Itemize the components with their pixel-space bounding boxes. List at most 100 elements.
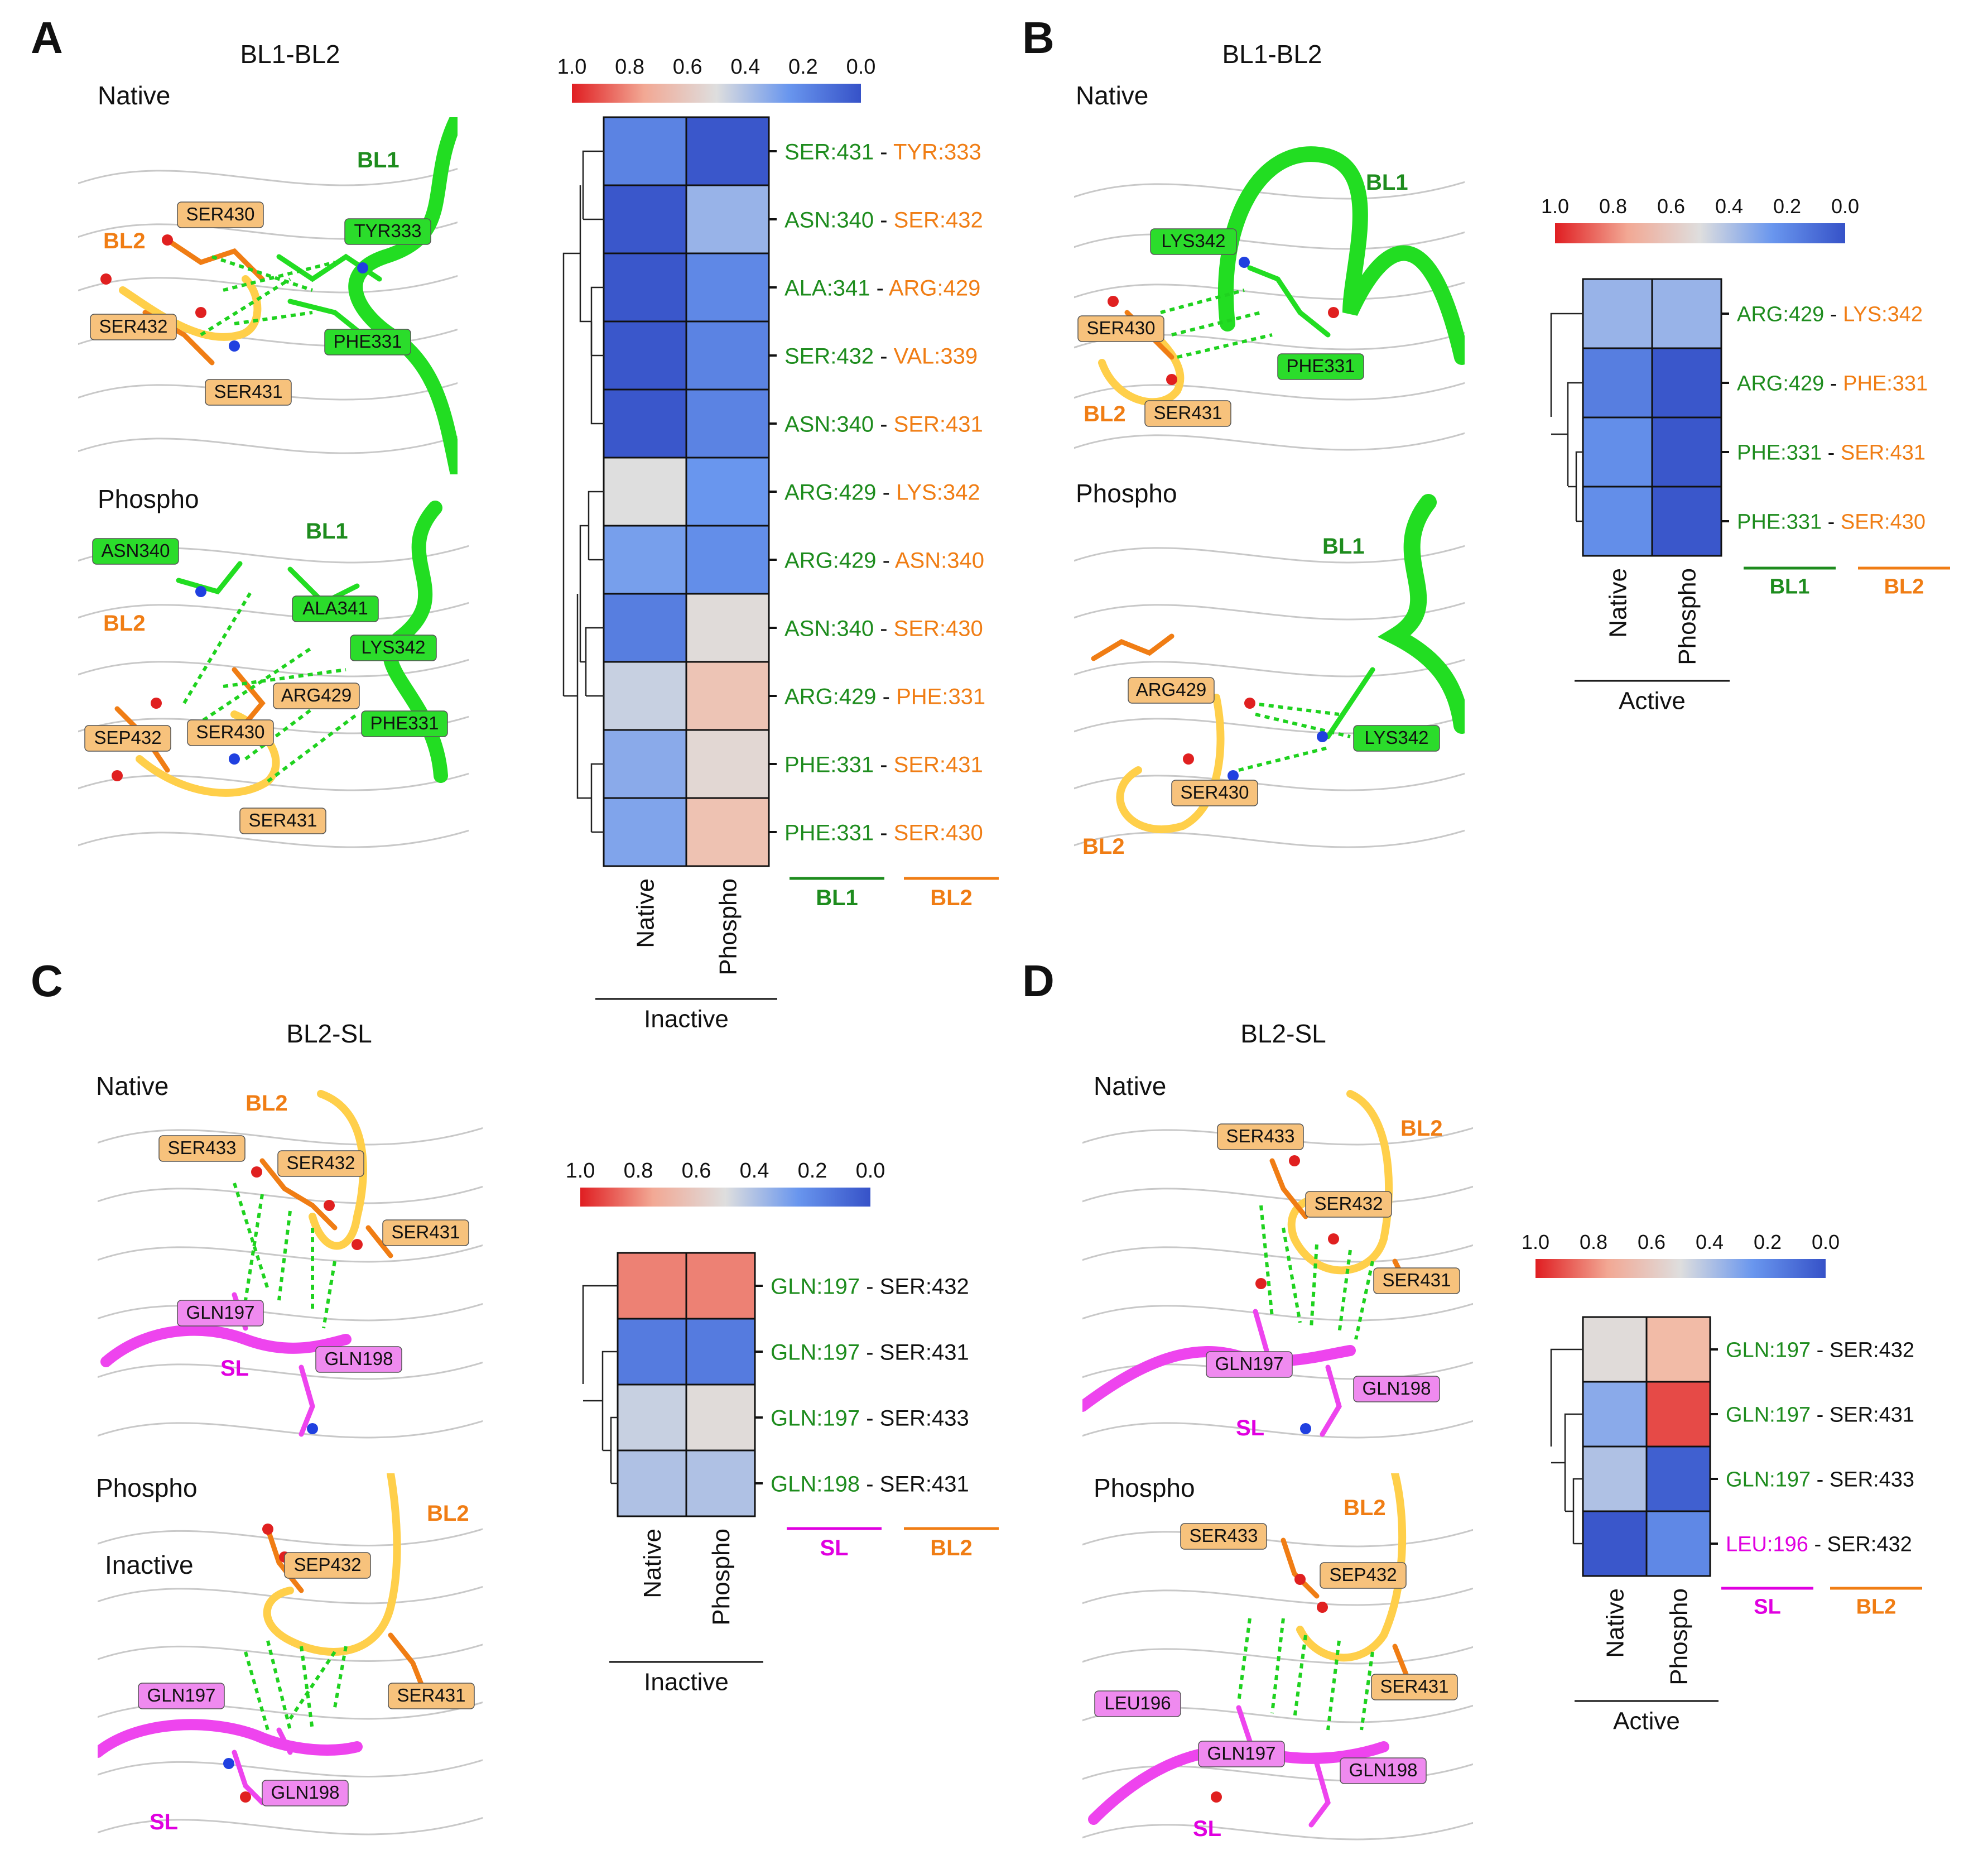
row-label-right: SER:432 — [1827, 1533, 1912, 1556]
row-label-right: SER:432 — [880, 1274, 969, 1299]
loop-label: BL2 — [103, 229, 146, 253]
state-label: Phospho — [98, 484, 199, 513]
dendrogram-branch — [576, 594, 591, 799]
residue-label-box — [1373, 1267, 1460, 1294]
residue-label: SER430 — [1181, 782, 1249, 803]
row-label-sep: - — [1824, 372, 1843, 396]
hbond-dashes — [1337, 1250, 1352, 1334]
dendrogram-branch — [590, 286, 604, 355]
hbond-dashes — [182, 590, 253, 704]
residue-label: SER433 — [168, 1137, 237, 1158]
dendrogram — [582, 1285, 618, 1484]
atom — [112, 770, 123, 781]
residue-label-box — [324, 329, 411, 355]
residue-label: SEP432 — [293, 1554, 361, 1575]
heatmap-cell — [603, 116, 687, 186]
row-label: GLN:197 - SER:431 — [771, 1340, 969, 1364]
atom — [1228, 770, 1239, 781]
residue-label: SER432 — [99, 316, 168, 337]
residue-stick — [1091, 633, 1174, 661]
row-label-sep: - — [860, 1340, 880, 1364]
structure-inset: BL2 SL SER433 SER432 SER431 GLN197 GLN198 — [98, 1090, 483, 1439]
colorbar-tick-label: 0.8 — [624, 1159, 653, 1183]
heatmap-cell — [1582, 1445, 1648, 1512]
row-label: ASN:340 - SER:430 — [784, 616, 983, 641]
residue-label: ARG429 — [281, 685, 352, 705]
backbone-ribbon — [78, 167, 458, 186]
backbone-ribbon — [78, 829, 469, 848]
residue-label-box — [292, 595, 379, 622]
loop-label: BL2 — [1082, 834, 1125, 859]
residue-label: GLN197 — [147, 1685, 216, 1705]
heatmap-cell — [617, 1449, 687, 1517]
hbond-dashes — [211, 255, 313, 292]
row-label-left: GLN:198 — [771, 1472, 860, 1496]
row-label-left: ARG:429 — [784, 480, 877, 504]
row-label-left: GLN:197 — [1726, 1339, 1811, 1362]
row-label: LEU:196 - SER:432 — [1726, 1533, 1912, 1556]
row-label-left: GLN:197 — [1726, 1404, 1811, 1427]
inset-content — [1082, 1473, 1473, 1841]
heatmap-cell — [1651, 347, 1722, 419]
residue-label-box — [138, 1683, 225, 1709]
panel-letter: A — [31, 13, 63, 63]
row-label-sep: - — [1811, 1468, 1830, 1492]
row-label-right: SER:433 — [1830, 1468, 1914, 1492]
heatmap-cell — [685, 1252, 756, 1320]
dendrogram-branch — [1567, 382, 1583, 486]
heatmap-cell — [1645, 1510, 1711, 1577]
atom — [1211, 1791, 1222, 1803]
row-label-sep: - — [877, 684, 897, 709]
backbone-ribbon — [1082, 1244, 1473, 1263]
dendrogram-branch — [1550, 1348, 1583, 1447]
atom — [307, 1423, 318, 1434]
row-label: GLN:197 - SER:432 — [771, 1274, 969, 1299]
residue-label: SER430 — [196, 722, 265, 742]
heatmap-cell — [1582, 1316, 1648, 1383]
row-label-sep: - — [874, 616, 894, 641]
row-label-sep: - — [874, 820, 894, 845]
residue-label-box — [350, 635, 437, 661]
row-label-sep: - — [874, 412, 894, 436]
row-label: PHE:331 - SER:430 — [784, 820, 983, 845]
colorbar — [572, 84, 861, 103]
row-label-sep: - — [874, 344, 894, 368]
dendrogram-branch — [590, 763, 604, 832]
row-group-label: BL2 — [930, 1536, 973, 1560]
loop-label: BL2 — [246, 1091, 288, 1116]
bl2-ribbon — [309, 1090, 367, 1250]
row-label-right: PHE:331 — [896, 684, 985, 709]
residue-label: SER430 — [1087, 318, 1156, 338]
dendrogram-branch — [562, 252, 580, 696]
row-label-sep: - — [1808, 1533, 1827, 1556]
backbone-ribbon — [78, 602, 469, 621]
row-label-sep: - — [1822, 441, 1841, 465]
backbone-ribbon — [1082, 1822, 1473, 1841]
backbone-ribbon — [1074, 432, 1465, 451]
backbone-ribbon — [98, 1185, 483, 1204]
row-label-left: ARG:429 — [784, 548, 877, 573]
row-label-right: LYS:342 — [896, 480, 980, 504]
colorbar — [1555, 223, 1845, 243]
row-label-sep: - — [877, 480, 897, 504]
bl2-ribbon — [1116, 694, 1225, 833]
dendrogram-branch — [585, 627, 604, 696]
hbond-dashes — [1255, 713, 1351, 738]
residue-label: PHE331 — [370, 713, 439, 733]
row-label: ARG:429 - LYS:342 — [784, 480, 980, 504]
atom — [100, 273, 112, 285]
structure-inset: BL1 BL2 SER430 TYR333 SER432 PHE331 SER431 — [78, 117, 458, 474]
hbond-dashes — [1249, 701, 1340, 716]
residue-label-box — [1320, 1562, 1407, 1589]
heatmap-cell — [1645, 1316, 1711, 1383]
residue-label: LYS342 — [1365, 727, 1429, 748]
structure-inset: BL1 BL2 ASN340 ALA341 LYS342 ARG429 PHE331 SEP4… — [78, 501, 469, 848]
residue-label: SER432 — [287, 1152, 355, 1173]
row-group-label: BL2 — [1856, 1596, 1896, 1619]
colorbar-tick-label: 0.0 — [846, 55, 876, 79]
heatmap-cell — [1582, 1510, 1648, 1577]
heatmap-cell — [685, 661, 770, 731]
heatmap-cell — [685, 116, 770, 186]
